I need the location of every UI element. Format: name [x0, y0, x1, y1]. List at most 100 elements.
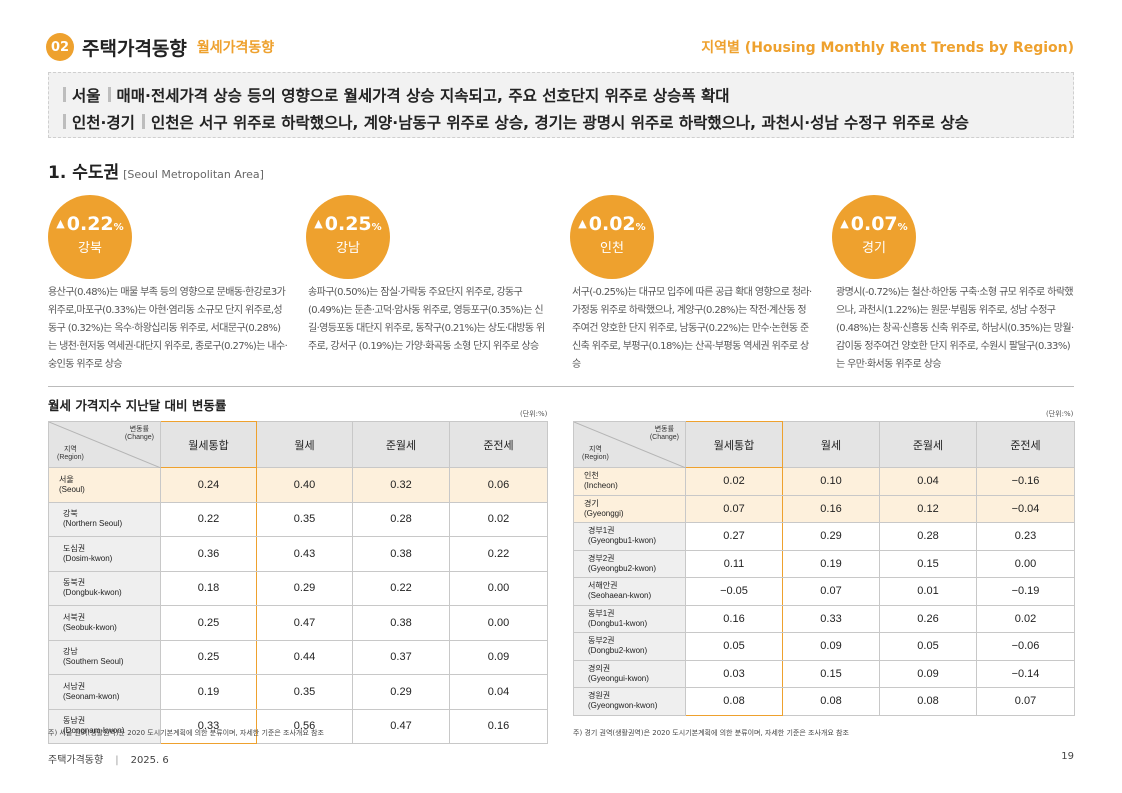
table-row: 경원권 (Gyeongwon-kwon) 0.08 0.08 0.08 0.07 — [573, 687, 1075, 716]
footer-date: 2025. 6 — [130, 755, 169, 766]
region-name-ko: 강북 — [63, 509, 78, 519]
bar-marker — [63, 114, 66, 129]
region-name-en: (Seoul) — [59, 484, 85, 494]
value-cell: 0.08 — [879, 687, 977, 716]
value-cell: 0.38 — [352, 536, 450, 572]
region-cell: 동북권 (Dongbuk-kwon) — [48, 570, 161, 606]
page-title: 주택가격동향 — [82, 37, 187, 60]
value-cell: 0.00 — [976, 549, 1075, 578]
column-header: 준월세 — [879, 421, 977, 468]
table-row: 도심권 (Dosim-kwon) 0.36 0.43 0.38 0.22 — [48, 536, 548, 572]
value-cell: 0.36 — [160, 536, 257, 572]
region-description: 광명시(-0.72%)는 철산·하안동 구축·소형 규모 위주로 하락했으나, … — [836, 287, 1074, 370]
value-cell: 0.07 — [685, 494, 783, 523]
region-cell: 강북 (Northern Seoul) — [48, 501, 161, 537]
value-cell: 0.23 — [976, 522, 1075, 551]
value-cell: 0.09 — [449, 639, 548, 675]
column-header: 준월세 — [352, 421, 450, 468]
value-cell: 0.29 — [352, 674, 450, 710]
summary-box: 서울 매매·전세가격 상승 등의 영향으로 월세가격 상승 지속되고, 주요 선… — [48, 72, 1074, 138]
value-cell: 0.15 — [782, 659, 880, 688]
value-cell: 0.04 — [879, 467, 977, 496]
table-row: 경기 (Gyeonggi) 0.07 0.16 0.12 −0.04 — [573, 494, 1075, 523]
value-cell: 0.38 — [352, 605, 450, 641]
diagonal-line — [49, 422, 161, 468]
summary-label: 서울 — [72, 86, 101, 105]
region-description: 서구(-0.25%)는 대규모 입주에 따른 공급 확대 영향으로 청라·가정동… — [572, 287, 812, 370]
region-cell: 도심권 (Dosim-kwon) — [48, 536, 161, 572]
value-cell: 0.02 — [976, 604, 1075, 633]
region-name-ko: 강남 — [63, 647, 78, 657]
value-cell: 0.03 — [685, 659, 783, 688]
value-cell: 0.09 — [879, 659, 977, 688]
value-cell: 0.15 — [879, 549, 977, 578]
value-cell: 0.40 — [256, 467, 353, 503]
region-value: 0.02 — [588, 213, 636, 235]
region-name-en: (Gyeongui-kwon) — [588, 673, 649, 683]
section-title: 1. 수도권 — [48, 163, 120, 183]
region-name-en: (Dongnam-kwon) — [63, 726, 125, 736]
table-row: 경부2권 (Gyeongbu2-kwon) 0.11 0.19 0.15 0.00 — [573, 549, 1075, 578]
bar-marker — [141, 114, 145, 129]
value-cell: 0.06 — [449, 467, 548, 503]
region-name-ko: 동부1권 — [588, 608, 615, 618]
value-cell: 0.35 — [256, 674, 353, 710]
region-name-en: (Gyeongbu1-kwon) — [588, 536, 657, 546]
divider — [48, 386, 1074, 387]
region-badge: ▲ 0.02% 인천 — [570, 195, 654, 279]
footnote: 주) 경기 권역(생활권역)은 2020 도시기본계획에 의한 분류이며, 자세… — [573, 729, 849, 737]
region-cell: 경부2권 (Gyeongbu2-kwon) — [573, 549, 686, 578]
region-name-ko: 경기 — [584, 498, 599, 508]
value-cell: 0.26 — [879, 604, 977, 633]
value-cell: 0.08 — [685, 687, 783, 716]
value-cell: −0.04 — [976, 494, 1075, 523]
value-cell: 0.47 — [352, 708, 450, 744]
value-cell: 0.00 — [449, 605, 548, 641]
table-title: 월세 가격지수 지난달 대비 변동률 — [48, 398, 227, 413]
region-cell: 서울 (Seoul) — [48, 467, 161, 503]
summary-text: 매매·전세가격 상승 등의 영향으로 월세가격 상승 지속되고, 주요 선호단지… — [116, 86, 730, 105]
table-row: 경의권 (Gyeongui-kwon) 0.03 0.15 0.09 −0.14 — [573, 659, 1075, 688]
value-cell: −0.16 — [976, 467, 1075, 496]
region-name-en: (Dongbuk-kwon) — [63, 588, 122, 598]
value-cell: 0.29 — [256, 570, 353, 606]
unit-label: (단위:%) — [520, 410, 548, 418]
region-name-ko: 동부2권 — [588, 636, 615, 646]
region-name-en: (Seobuk-kwon) — [63, 622, 117, 632]
footer-title: 주택가격동향 — [48, 755, 104, 766]
value-cell: 0.04 — [449, 674, 548, 710]
value-cell: 0.19 — [782, 549, 880, 578]
region-cell: 경부1권 (Gyeongbu1-kwon) — [573, 522, 686, 551]
region-name-ko: 서북권 — [63, 612, 86, 622]
region-cell: 인천 (Incheon) — [573, 467, 686, 496]
column-header: 월세 — [782, 421, 880, 468]
up-arrow-icon: ▲ — [840, 217, 849, 230]
value-cell: 0.16 — [685, 604, 783, 633]
table-seoul: 변동률 (Change) 지역 (Region) 월세통합 월세 준월세 준전세 서… — [48, 421, 548, 744]
region-name-en: (Dongbu2-kwon) — [588, 646, 648, 656]
value-cell: 0.56 — [256, 708, 353, 744]
region-name-en: (Gyeongbu2-kwon) — [588, 563, 657, 573]
column-header: 월세 — [256, 421, 353, 468]
value-cell: 0.11 — [685, 549, 783, 578]
region-label-en: (Region) — [57, 454, 84, 461]
region-label-en: (Region) — [582, 454, 609, 461]
region-name-ko: 서해안권 — [588, 581, 618, 591]
region-label: 지역 — [63, 446, 77, 453]
value-cell: 0.35 — [256, 501, 353, 537]
percent-unit: % — [371, 222, 382, 233]
value-cell: 0.47 — [256, 605, 353, 641]
page-number: 19 — [1061, 751, 1074, 762]
region-name: 강남 — [336, 241, 360, 256]
region-value: 0.25 — [324, 213, 372, 235]
page-footer: 주택가격동향 | 2025. 6 — [48, 751, 169, 766]
region-name-en: (Dosim-kwon) — [63, 553, 113, 563]
value-cell: 0.29 — [782, 522, 880, 551]
bar-marker — [63, 87, 66, 102]
region-cell: 경의권 (Gyeongui-kwon) — [573, 659, 686, 688]
table-corner-header: 변동률 (Change) 지역 (Region) — [573, 421, 686, 468]
footnote: 주) 서울 권역(생활권역)은 2020 도시기본계획에 의한 분류이며, 자세… — [48, 729, 324, 737]
region-badge: ▲ 0.07% 경기 — [832, 195, 916, 279]
up-arrow-icon: ▲ — [578, 217, 587, 230]
summary-text: 인천은 서구 위주로 하락했으나, 계양·남동구 위주로 상승, 경기는 광명시… — [150, 113, 969, 132]
